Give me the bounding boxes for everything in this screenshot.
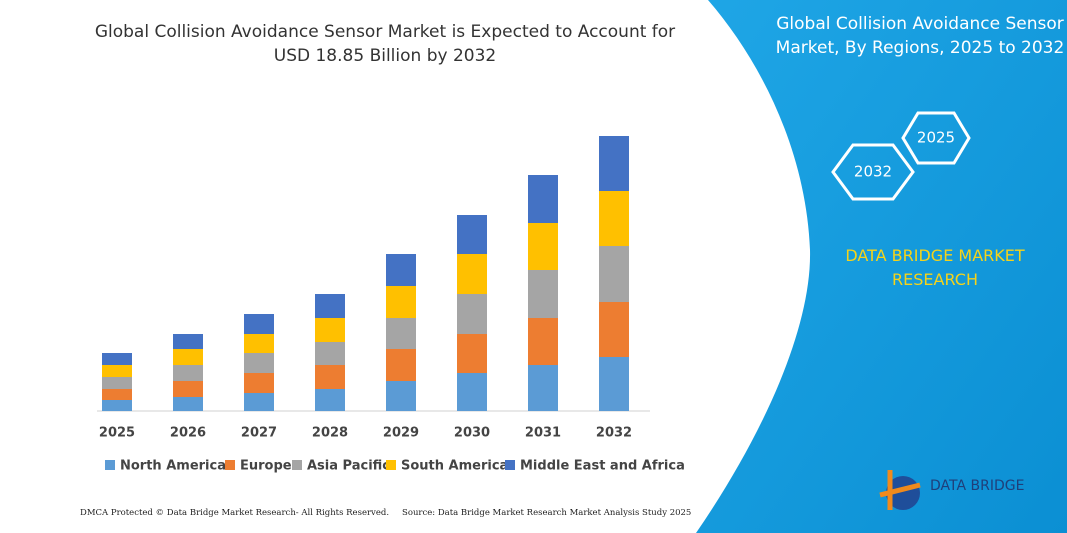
- bar-segment: [386, 318, 416, 349]
- panel-title: Global Collision Avoidance Sensor Market…: [775, 14, 1065, 58]
- legend-label: Asia Pacific: [307, 459, 390, 474]
- bar-segment: [102, 353, 132, 365]
- legend-label: Middle East and Africa: [520, 459, 685, 474]
- bar-segment: [457, 254, 487, 294]
- bar-segment: [173, 397, 203, 411]
- bar-segment: [386, 381, 416, 411]
- bar-segment: [102, 377, 132, 389]
- bar-segment: [173, 334, 203, 349]
- side-panel: [696, 0, 1067, 533]
- bar-segment: [599, 136, 629, 191]
- bar-segment: [102, 400, 132, 411]
- x-tick-label: 2025: [99, 426, 135, 441]
- chart-title: Global Collision Avoidance Sensor Market…: [94, 22, 676, 66]
- bar-segment: [315, 389, 345, 411]
- bar-segment: [173, 365, 203, 381]
- bar-segment: [457, 294, 487, 334]
- bar-segment: [244, 393, 274, 411]
- legend-label: North America: [120, 459, 226, 474]
- logo-text: DATA BRIDGE: [930, 478, 1024, 494]
- bar-segment: [457, 334, 487, 373]
- x-tick-label: 2032: [596, 426, 632, 441]
- bar-segment: [528, 270, 558, 318]
- bar-segment: [315, 294, 345, 318]
- bar-segment: [457, 215, 487, 254]
- legend-swatch: [505, 460, 515, 470]
- bar-segment: [386, 286, 416, 318]
- x-tick-label: 2027: [241, 426, 277, 441]
- legend-swatch: [292, 460, 302, 470]
- bar-segment: [528, 175, 558, 223]
- hexagon: [831, 143, 915, 201]
- bar-segment: [173, 349, 203, 365]
- legend-swatch: [225, 460, 235, 470]
- hexagon-label: 2025: [917, 129, 955, 147]
- bar-segment: [315, 318, 345, 342]
- bar-segment: [102, 365, 132, 377]
- hexagon-label: 2032: [854, 163, 892, 181]
- footer-left: DMCA Protected © Data Bridge Market Rese…: [80, 508, 390, 518]
- legend-label: Europe: [240, 459, 292, 474]
- hexagon: [901, 111, 971, 165]
- bar-segment: [457, 373, 487, 411]
- logo-mark: [886, 476, 920, 510]
- bar-segment: [244, 334, 274, 353]
- bar-segment: [173, 381, 203, 397]
- x-tick-label: 2031: [525, 426, 561, 441]
- legend-swatch: [105, 460, 115, 470]
- brand-text: DATA BRIDGE MARKET RESEARCH: [845, 246, 1025, 289]
- x-tick-label: 2026: [170, 426, 206, 441]
- bar-segment: [528, 365, 558, 411]
- x-tick-label: 2030: [454, 426, 490, 441]
- legend-label: South America: [401, 459, 508, 474]
- bar-segment: [244, 373, 274, 393]
- x-tick-label: 2028: [312, 426, 348, 441]
- bar-segment: [528, 223, 558, 270]
- bar-segment: [386, 254, 416, 286]
- logo-mark: [879, 470, 921, 510]
- bar-segment: [315, 365, 345, 389]
- bar-segment: [599, 357, 629, 411]
- bar-segment: [528, 318, 558, 365]
- bar-segment: [599, 302, 629, 357]
- legend-swatch: [386, 460, 396, 470]
- bar-segment: [386, 349, 416, 381]
- footer-right: Source: Data Bridge Market Research Mark…: [402, 508, 692, 518]
- bar-segment: [599, 191, 629, 246]
- bar-segment: [599, 246, 629, 302]
- bar-segment: [315, 342, 345, 365]
- bar-segment: [102, 389, 132, 400]
- bar-segment: [244, 314, 274, 334]
- logo: DATA BRIDGE: [879, 470, 1024, 510]
- x-tick-label: 2029: [383, 426, 419, 441]
- bar-segment: [244, 353, 274, 373]
